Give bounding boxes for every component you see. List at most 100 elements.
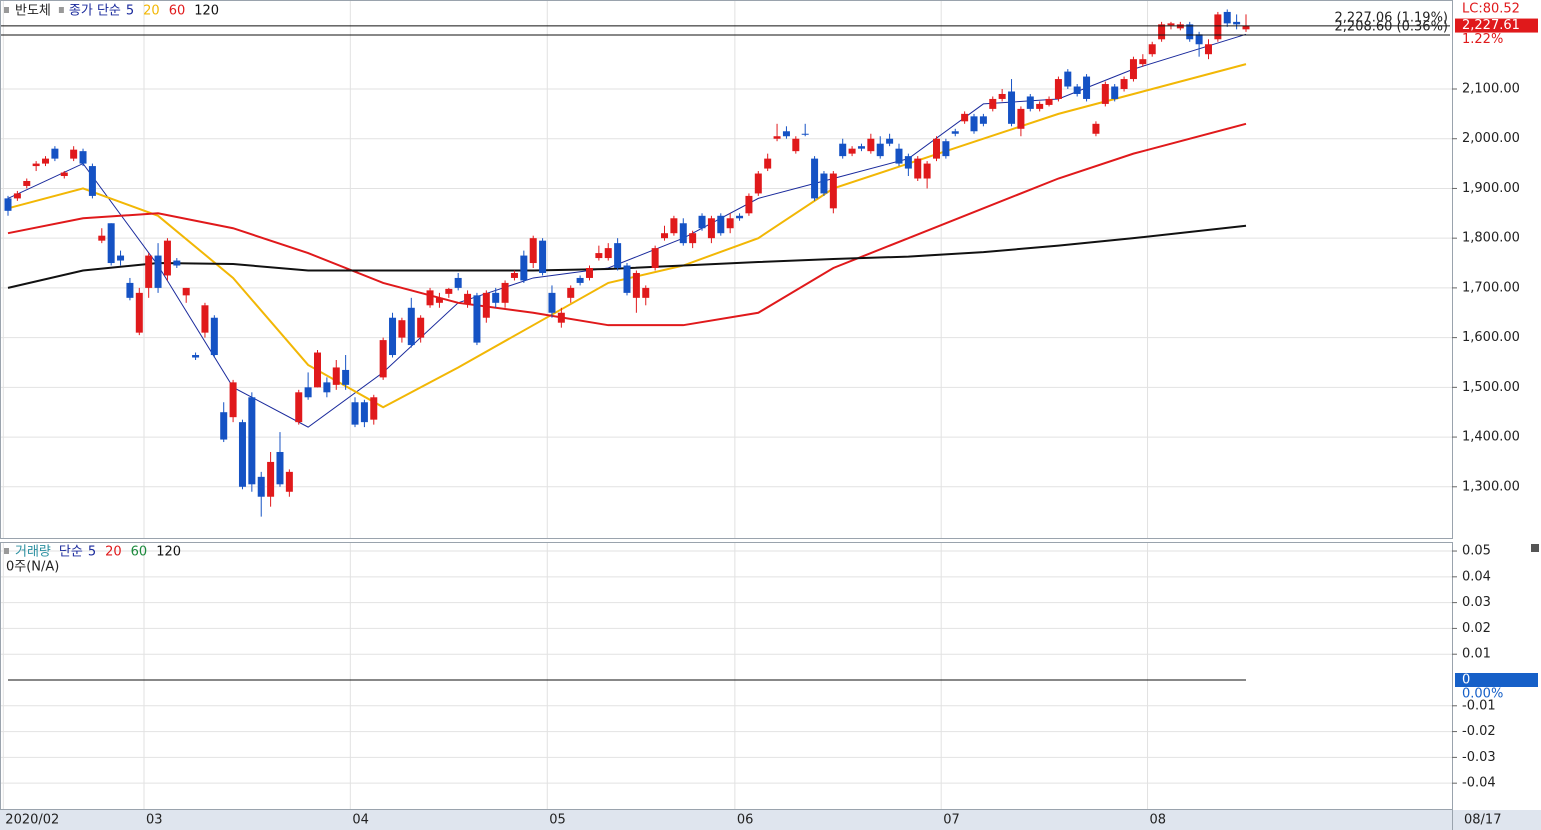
candle-body [867,138,875,152]
candle-body [426,290,434,306]
x-tick-label: 2020/02 [5,813,59,828]
candle-body [782,131,790,137]
candle-body [70,149,78,159]
last-price-box [1455,18,1538,33]
candle-body [773,136,781,139]
candle-body [1083,76,1091,99]
last-value-label: 0 [1462,672,1470,687]
candle-body [689,233,697,244]
legend-entry: 60 [169,4,186,19]
candle-body [379,340,387,378]
candle-body [1092,123,1100,134]
y-tick-label: 0.05 [1462,544,1491,559]
candle-body [1054,79,1062,99]
candle-body [576,277,584,283]
candle-body [548,292,556,313]
candle-body [904,156,912,169]
candle-body [1148,44,1156,55]
y-tick-label: 1,500.00 [1462,380,1520,395]
last-value-box [1455,672,1538,687]
candle-body [614,243,622,269]
candle-body [295,392,303,423]
candle-body [1176,24,1184,29]
candle-body [679,223,687,244]
price-panel [0,0,1453,539]
candle-body [1233,21,1241,25]
candle-body [501,282,509,303]
candle-body [670,218,678,234]
legend-entry: 60 [131,545,148,560]
y-tick-label: 1,800.00 [1462,231,1520,246]
candle-body [163,240,171,276]
candle-body [1242,25,1250,30]
candle-body [51,148,59,159]
candle-body [342,369,350,385]
candle-body [1223,11,1231,24]
y-tick-label: 1,900.00 [1462,181,1520,196]
legend-icon [4,548,9,554]
candle-body [482,292,490,318]
candle-body [623,265,631,293]
candle-body [801,133,809,135]
candle-body [792,138,800,152]
candle-body [332,367,340,385]
candle-body [1186,24,1194,40]
candle-body [323,382,331,393]
candle-body [23,180,31,186]
candle-body [557,312,565,323]
candle-body [360,402,368,423]
candle-body [417,317,425,338]
panel-button[interactable] [1531,544,1539,552]
candle-body [764,158,772,169]
x-axis-bar [0,810,1541,830]
candle-body [445,288,453,294]
candle-body [60,172,68,177]
candle-body [661,233,669,239]
candle-body [464,293,472,304]
candle-body [182,287,190,296]
candle-body [707,218,715,239]
candle-body [951,131,959,134]
y-tick-label: 1,700.00 [1462,280,1520,295]
candle-body [389,317,397,356]
candle-body [632,272,640,298]
candle-body [961,113,969,122]
candle-body [154,255,162,288]
candle-body [1129,59,1137,80]
volume-panel [0,542,1453,810]
x-tick-label: 05 [549,813,566,828]
x-tick-label: 08 [1150,813,1167,828]
candle-body [314,352,321,388]
candle-body [829,173,837,209]
candle-body [642,287,650,298]
candle-body [1204,44,1212,55]
candle-body [1036,103,1044,109]
candle-body [717,215,725,234]
candle-body [4,198,12,211]
candle-body [107,223,115,264]
candle-body [1017,108,1025,129]
moving-average-line [7,63,1247,409]
candle-body [276,451,284,485]
y-tick-label: 1,600.00 [1462,330,1520,345]
candle-body [510,272,518,278]
candle-body [398,320,406,338]
candle-body [1045,98,1053,105]
candle-body [726,218,734,229]
volume-status: 0주(N/A) [6,560,59,575]
candle-body [1026,96,1034,109]
lc-label: LC:80.52 [1462,2,1520,17]
candle-body [529,238,537,264]
x-tick-label: 04 [352,813,369,828]
candle-body [135,292,143,333]
moving-average-line [7,122,1247,327]
candle-body [351,402,359,425]
candle-body [585,268,593,278]
y-tick-label: -0.03 [1462,750,1496,765]
candle-body [520,255,528,281]
candle-body [895,148,903,164]
candle-body [754,173,762,194]
candle-body [1111,86,1119,99]
legend-icon [58,7,64,13]
